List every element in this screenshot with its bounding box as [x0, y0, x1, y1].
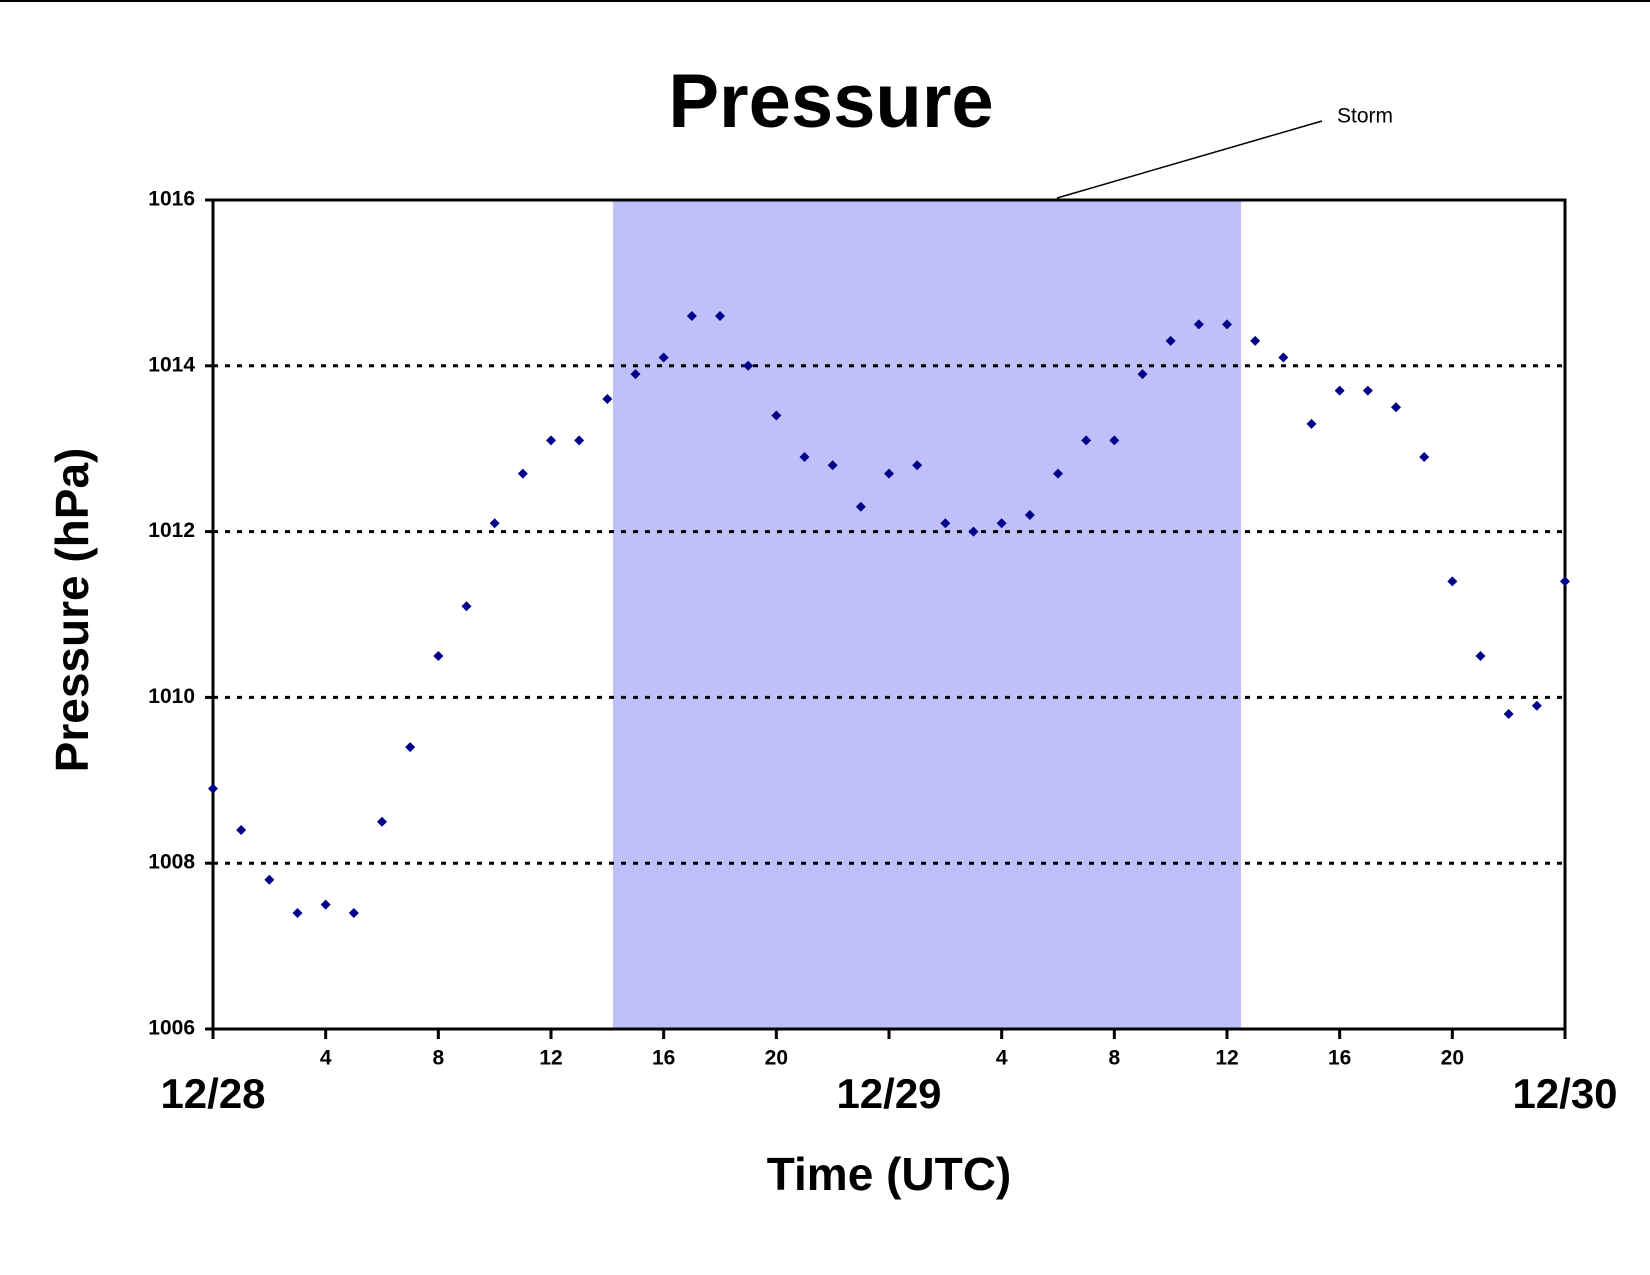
- data-point: [771, 410, 782, 421]
- x-tick-label: 16: [1328, 1047, 1351, 1070]
- data-point: [1475, 650, 1486, 661]
- y-tick-label: 1016: [148, 188, 195, 211]
- data-point: [1081, 435, 1092, 446]
- data-point: [546, 435, 556, 446]
- data-point: [405, 742, 416, 753]
- date-label: 12/28: [160, 1070, 265, 1117]
- data-point: [1165, 335, 1176, 346]
- annotation-leader: [1056, 120, 1323, 199]
- y-axis-label: Pressure (hPa): [46, 448, 98, 773]
- data-point: [884, 468, 894, 479]
- data-point: [377, 816, 387, 827]
- data-point: [658, 352, 669, 363]
- data-point: [715, 311, 725, 322]
- data-point: [208, 783, 218, 794]
- data-point: [1391, 402, 1401, 413]
- storm-span: [612, 200, 1242, 1029]
- data-point: [686, 311, 697, 322]
- data-point: [264, 874, 275, 885]
- chart-title: Pressure: [668, 59, 993, 144]
- data-point: [968, 526, 979, 537]
- data-point: [912, 460, 923, 471]
- data-point: [743, 360, 754, 371]
- x-tick-label: 4: [996, 1047, 1008, 1070]
- data-point: [1419, 451, 1430, 462]
- data-point: [320, 899, 331, 910]
- data-point: [1137, 369, 1148, 380]
- x-tick-label: 8: [432, 1047, 444, 1070]
- data-point: [348, 907, 359, 918]
- data-point: [1306, 418, 1317, 429]
- data-point: [461, 601, 472, 612]
- y-tick-label: 1010: [148, 685, 195, 708]
- annotation-label: Storm: [1337, 105, 1393, 128]
- x-tick-label: 12: [539, 1047, 562, 1070]
- y-tick-label: 1008: [148, 851, 195, 874]
- x-tick-label: 16: [652, 1047, 675, 1070]
- data-point: [517, 468, 528, 479]
- data-point: [1560, 576, 1570, 587]
- date-label: 12/29: [836, 1070, 941, 1117]
- y-tick-label: 1012: [148, 519, 195, 542]
- plot-frame: [211, 198, 1567, 1031]
- data-point: [574, 435, 585, 446]
- data-point: [1109, 435, 1120, 446]
- data-point: [1250, 335, 1261, 346]
- data-point: [1447, 576, 1458, 587]
- data-point: [236, 825, 247, 836]
- data-point: [827, 460, 838, 471]
- data-point: [489, 518, 500, 529]
- data-point: [630, 369, 641, 380]
- data-point: [1193, 319, 1204, 330]
- y-tick-label: 1014: [148, 353, 195, 376]
- x-axis-label: Time (UTC): [767, 1148, 1012, 1200]
- x-tick-label: 20: [1441, 1047, 1464, 1070]
- x-tick-label: 20: [765, 1047, 788, 1070]
- data-point: [433, 650, 444, 661]
- x-tick-label: 4: [320, 1047, 332, 1070]
- data-point: [1503, 708, 1514, 719]
- data-point: [292, 907, 303, 918]
- data-point: [940, 518, 951, 529]
- data-point: [1362, 385, 1373, 396]
- data-point: [602, 393, 613, 404]
- date-label: 12/30: [1512, 1070, 1617, 1117]
- data-point: [1024, 510, 1035, 521]
- x-tick-label: 8: [1108, 1047, 1120, 1070]
- x-tick-label: 12: [1215, 1047, 1238, 1070]
- data-point: [1053, 468, 1063, 479]
- data-point: [1531, 700, 1542, 711]
- data-point: [1222, 319, 1232, 330]
- data-point: [855, 501, 866, 512]
- data-point: [1278, 352, 1289, 363]
- data-point: [799, 451, 810, 462]
- data-point: [1334, 385, 1345, 396]
- y-tick-label: 1006: [148, 1017, 195, 1040]
- data-point: [996, 518, 1007, 529]
